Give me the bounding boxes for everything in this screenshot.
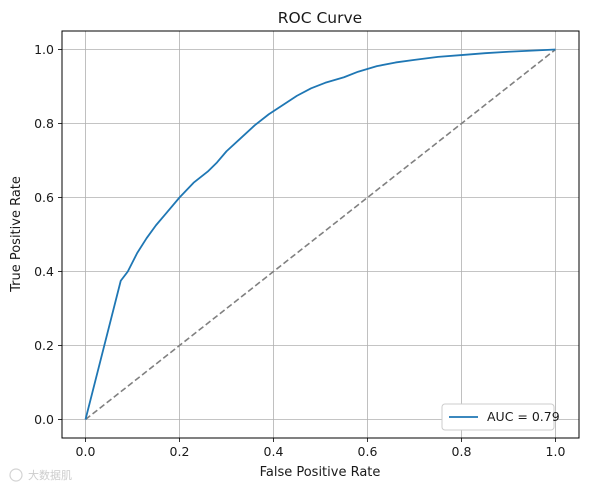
legend-box [441,403,555,431]
x-tick-label: 0.8 [452,444,472,459]
x-tick-label: 0.4 [264,444,284,459]
watermark-logo [9,468,23,482]
y-tick-label: 0.8 [34,116,54,131]
y-tick-label: 0.0 [34,412,54,427]
y-tick-label: 1.0 [34,42,54,57]
watermark-text: 大数据肌 [28,468,72,482]
legend: AUC = 0.79 [441,403,560,431]
grid [62,31,579,438]
x-tick-label: 0.6 [358,444,378,459]
ticks: 0.0 0.2 0.4 0.6 0.8 1.0 0.0 0.2 0.4 0.6 0.8 1.0 [34,42,565,459]
legend-label: AUC = 0.79 [487,409,560,424]
diagonal-reference-line [85,48,556,421]
y-tick-label: 0.6 [34,190,54,205]
x-tick-label: 0.0 [76,444,96,459]
watermark: 大数据肌 [9,468,72,482]
y-axis-label: True Positive Rate [9,176,24,293]
x-tick-label: 1.0 [546,444,566,459]
plot-area [84,48,556,421]
axes-frame [61,30,580,439]
x-tick-label: 0.2 [170,444,190,459]
roc-curve-line [84,48,556,420]
y-tick-label: 0.4 [34,264,54,279]
x-axis-label: False Positive Rate [260,465,381,480]
chart-title: ROC Curve [278,9,362,27]
y-tick-label: 0.2 [34,338,54,353]
